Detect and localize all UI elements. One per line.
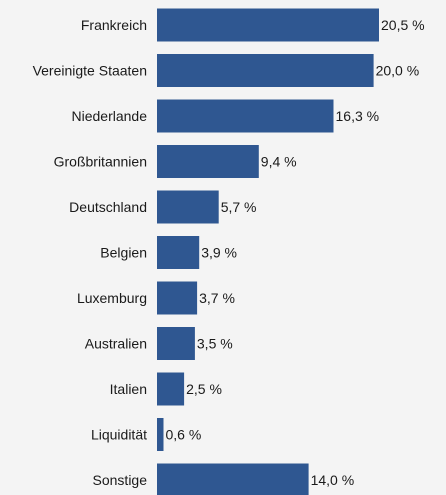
bar-10 (157, 463, 309, 495)
category-label-3: Großbritannien (54, 154, 147, 170)
bar-0 (157, 8, 379, 42)
category-labels-group: Frankreich Vereinigte Staaten Niederlande G… (33, 17, 148, 488)
bar-3 (157, 145, 259, 178)
value-labels-group: 20,5 % 20,0 % 16,3 % 9,4 % 5,7 % 3,9 % 3,7 % 3,… (166, 17, 425, 488)
category-label-1: Vereinigte Staaten (33, 63, 147, 79)
value-label-8: 2,5 % (186, 381, 222, 397)
bar-2 (157, 99, 334, 133)
value-label-4: 5,7 % (221, 199, 257, 215)
category-label-2: Niederlande (72, 108, 148, 124)
value-label-6: 3,7 % (199, 290, 235, 306)
category-label-7: Australien (85, 336, 147, 352)
bar-6 (157, 281, 198, 315)
value-label-5: 3,9 % (201, 245, 237, 261)
bar-9 (157, 418, 164, 451)
value-label-1: 20,0 % (376, 63, 420, 79)
category-label-5: Belgien (100, 245, 147, 261)
bar-5 (157, 236, 200, 269)
value-label-9: 0,6 % (166, 427, 202, 443)
value-label-3: 9,4 % (261, 154, 297, 170)
category-label-6: Luxemburg (77, 290, 147, 306)
value-label-0: 20,5 % (381, 17, 425, 33)
category-label-0: Frankreich (81, 17, 147, 33)
value-label-10: 14,0 % (311, 472, 355, 488)
category-label-10: Sonstige (93, 472, 148, 488)
category-label-4: Deutschland (69, 199, 147, 215)
bars-group (157, 8, 379, 495)
category-label-9: Liquidität (91, 427, 147, 443)
value-label-7: 3,5 % (197, 336, 233, 352)
bar-7 (157, 327, 195, 360)
bar-4 (157, 190, 219, 224)
value-label-2: 16,3 % (336, 108, 380, 124)
category-label-8: Italien (110, 381, 147, 397)
bar-1 (157, 54, 374, 87)
bar-8 (157, 372, 185, 406)
